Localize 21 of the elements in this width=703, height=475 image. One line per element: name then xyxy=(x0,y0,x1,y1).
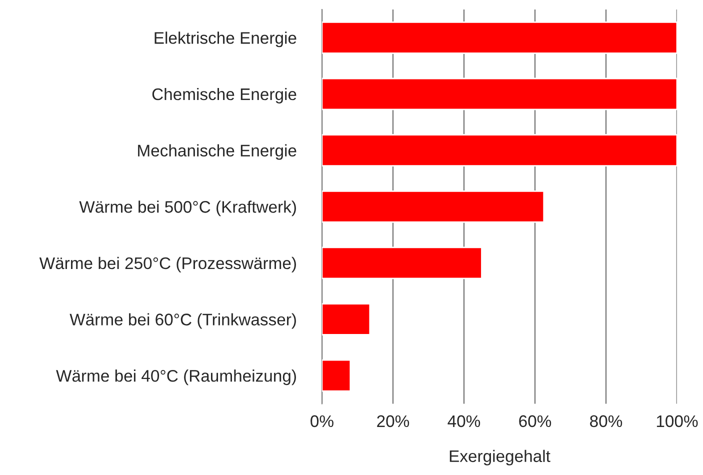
y-tick-label: Wärme bei 500°C (Kraftwerk) xyxy=(79,200,296,216)
bar xyxy=(322,359,352,392)
x-tick-label: 40% xyxy=(448,415,480,428)
bar xyxy=(322,246,482,280)
x-axis-title: Exergiegehalt xyxy=(450,450,550,466)
y-tick-label: Wärme bei 60°C (Trinkwasser) xyxy=(70,313,296,329)
y-tick-label: Chemische Energie xyxy=(152,88,296,104)
x-tick-label: 60% xyxy=(519,415,552,428)
x-tick-label: 20% xyxy=(377,415,410,428)
x-tick-label: 100% xyxy=(656,415,698,428)
y-tick-label: Wärme bei 250°C (Prozesswärme) xyxy=(39,256,296,272)
bar xyxy=(322,21,677,54)
y-tick-label: Elektrische Energie xyxy=(154,32,296,48)
bar xyxy=(322,303,371,336)
x-tick-label: 80% xyxy=(590,415,622,428)
y-tick-label: Wärme bei 40°C (Raumheizung) xyxy=(56,370,296,386)
bar xyxy=(322,134,677,166)
bar xyxy=(322,78,677,110)
x-tick-label: 0% xyxy=(310,415,334,428)
y-tick-label: Mechanische Energie xyxy=(138,144,296,160)
bar xyxy=(322,190,545,223)
